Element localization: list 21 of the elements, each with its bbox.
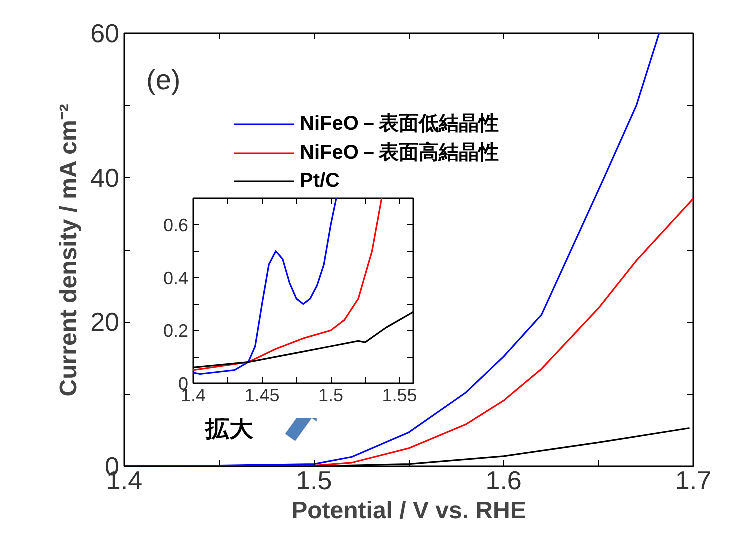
legend-label: NiFeO－表面低結晶性 (300, 112, 499, 137)
y-tick-label: 40 (90, 162, 120, 193)
line-series (194, 198, 338, 376)
x-tick-label: 1.45 (244, 386, 280, 406)
x-tick-label: 1.5 (318, 386, 344, 406)
x-axis-title: Potential / V vs. RHE (292, 498, 526, 524)
y-tick-label: 0.2 (163, 321, 189, 342)
x-tick-label: 1.6 (486, 466, 522, 496)
y-axis-title: Current density / mA cm⁻² (56, 104, 83, 397)
x-tick-label: 1.7 (675, 466, 712, 496)
annotation: 拡大 (204, 416, 254, 442)
y-tick-label: 0.4 (163, 268, 189, 288)
legend-label: NiFeO－表面高結晶性 (300, 140, 499, 166)
x-tick-label: 1.5 (296, 466, 332, 496)
x-tick-label: 1.55 (382, 386, 418, 406)
y-tick-label: 20 (90, 307, 120, 338)
legend-label: Pt/C (300, 168, 340, 194)
y-tick-label: 60 (90, 18, 120, 48)
y-tick-label: 0.6 (163, 215, 189, 236)
line-series (194, 198, 383, 372)
annotation: (e) (146, 64, 181, 96)
